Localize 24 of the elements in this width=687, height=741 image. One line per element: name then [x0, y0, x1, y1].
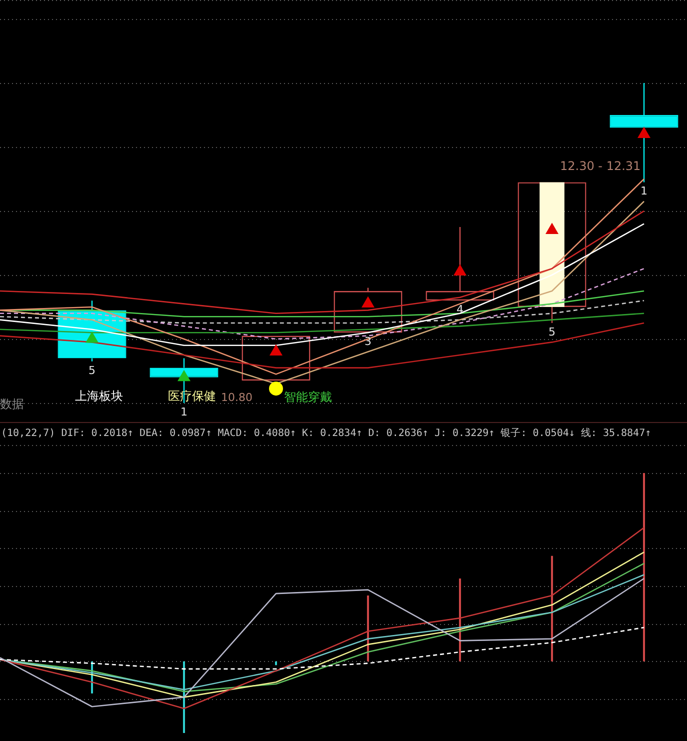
text: 5 [88, 364, 96, 377]
bar [550, 556, 554, 662]
point [454, 264, 466, 276]
bar [274, 661, 278, 666]
text: 1 [180, 405, 188, 418]
bar [458, 578, 462, 662]
bar [642, 473, 646, 662]
point [638, 127, 650, 138]
bar [366, 595, 370, 662]
point [86, 332, 98, 343]
point [546, 223, 558, 234]
candlestick [610, 82, 678, 183]
annotation: 10.80 [221, 391, 252, 405]
point [362, 296, 374, 308]
annotation: 上海板块 [75, 389, 123, 403]
text: 5 [548, 325, 556, 338]
annotation: 12.30 - 12.31 [560, 159, 641, 173]
annotation: 智能穿戴 [284, 390, 332, 404]
text: 4 [456, 302, 464, 316]
point [270, 344, 282, 356]
annotation: 数据 [0, 397, 24, 411]
text: 1 [640, 184, 648, 198]
chart-title: (10,22,7) DIF: 0.2018↑ DEA: 0.0987↑ MACD: 0.4080↑ K: 0.2834↑ D: 0.2636↑ J: 0.3229↑ 银子: 0.0504↓ 线: 35.8847↑ [1, 426, 652, 440]
point [178, 370, 190, 382]
